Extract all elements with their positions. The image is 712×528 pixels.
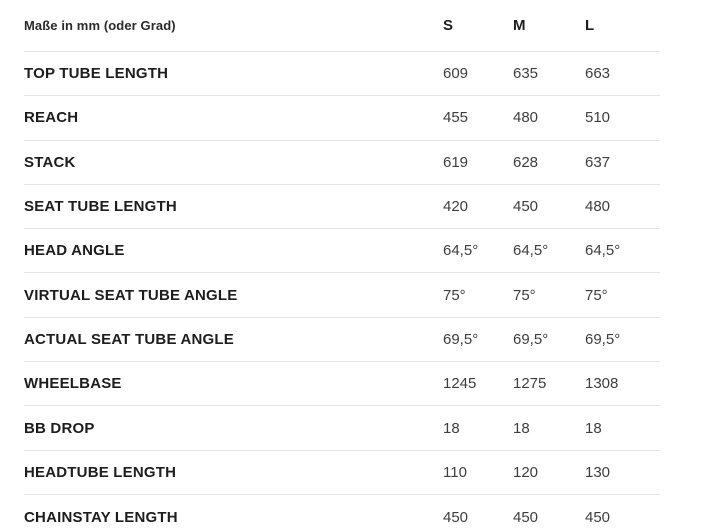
row-value-l: 64,5° (585, 242, 621, 260)
table-row: HEADTUBE LENGTH 110 120 130 (24, 451, 660, 495)
table-row: WHEELBASE 1245 1275 1308 (24, 362, 660, 407)
row-value-l: 637 (585, 153, 611, 171)
row-value-s: 1245 (443, 375, 477, 393)
column-header-m: M (513, 17, 526, 34)
row-value-l: 69,5° (585, 330, 621, 348)
row-value-l: 663 (585, 65, 611, 83)
row-value-s: 450 (443, 508, 469, 526)
row-label: ACTUAL SEAT TUBE ANGLE (24, 330, 234, 348)
row-label: CHAINSTAY LENGTH (24, 508, 178, 526)
row-value-s: 64,5° (443, 242, 479, 260)
table-row: VIRTUAL SEAT TUBE ANGLE 75° 75° 75° (24, 273, 660, 318)
table-row: ACTUAL SEAT TUBE ANGLE 69,5° 69,5° 69,5° (24, 318, 660, 363)
row-value-m: 628 (513, 153, 539, 171)
row-label: VIRTUAL SEAT TUBE ANGLE (24, 286, 238, 304)
row-value-m: 635 (513, 65, 539, 83)
row-value-l: 18 (585, 419, 602, 437)
row-value-l: 75° (585, 286, 608, 304)
row-value-s: 75° (443, 286, 466, 304)
row-value-l: 130 (585, 463, 611, 481)
row-value-m: 450 (513, 198, 539, 216)
row-label: HEADTUBE LENGTH (24, 463, 177, 481)
table-row: CHAINSTAY LENGTH 450 450 450 (24, 495, 660, 528)
column-header-s: S (443, 17, 454, 34)
row-value-m: 18 (513, 419, 530, 437)
row-value-s: 18 (443, 419, 460, 437)
row-label: WHEELBASE (24, 375, 122, 393)
row-value-s: 609 (443, 65, 469, 83)
table-row: BB DROP 18 18 18 (24, 406, 660, 451)
row-label: HEAD ANGLE (24, 242, 125, 260)
geometry-table: Maße in mm (oder Grad) S M L TOP TUBE LE… (24, 0, 660, 528)
row-value-m: 1275 (513, 375, 547, 393)
table-row: TOP TUBE LENGTH 609 635 663 (24, 52, 660, 97)
row-value-m: 64,5° (513, 242, 549, 260)
row-value-l: 480 (585, 198, 611, 216)
row-value-s: 619 (443, 153, 469, 171)
row-value-m: 480 (513, 109, 539, 127)
row-value-l: 450 (585, 508, 611, 526)
row-value-s: 69,5° (443, 330, 479, 348)
row-label: BB DROP (24, 419, 95, 437)
row-value-l: 510 (585, 109, 611, 127)
row-value-l: 1308 (585, 375, 619, 393)
row-value-m: 69,5° (513, 330, 549, 348)
table-header-row: Maße in mm (oder Grad) S M L (24, 0, 660, 52)
row-label: TOP TUBE LENGTH (24, 65, 169, 83)
table-caption: Maße in mm (oder Grad) (24, 18, 176, 33)
row-value-m: 120 (513, 463, 539, 481)
row-value-m: 450 (513, 508, 539, 526)
row-label: REACH (24, 109, 79, 127)
row-value-m: 75° (513, 286, 536, 304)
row-value-s: 420 (443, 198, 469, 216)
table-row: HEAD ANGLE 64,5° 64,5° 64,5° (24, 229, 660, 274)
row-label: STACK (24, 153, 76, 171)
row-value-s: 110 (443, 463, 467, 481)
table-row: REACH 455 480 510 (24, 96, 660, 141)
table-row: SEAT TUBE LENGTH 420 450 480 (24, 185, 660, 230)
row-label: SEAT TUBE LENGTH (24, 198, 177, 216)
table-row: STACK 619 628 637 (24, 141, 660, 185)
row-value-s: 455 (443, 109, 469, 127)
column-header-l: L (585, 17, 595, 34)
